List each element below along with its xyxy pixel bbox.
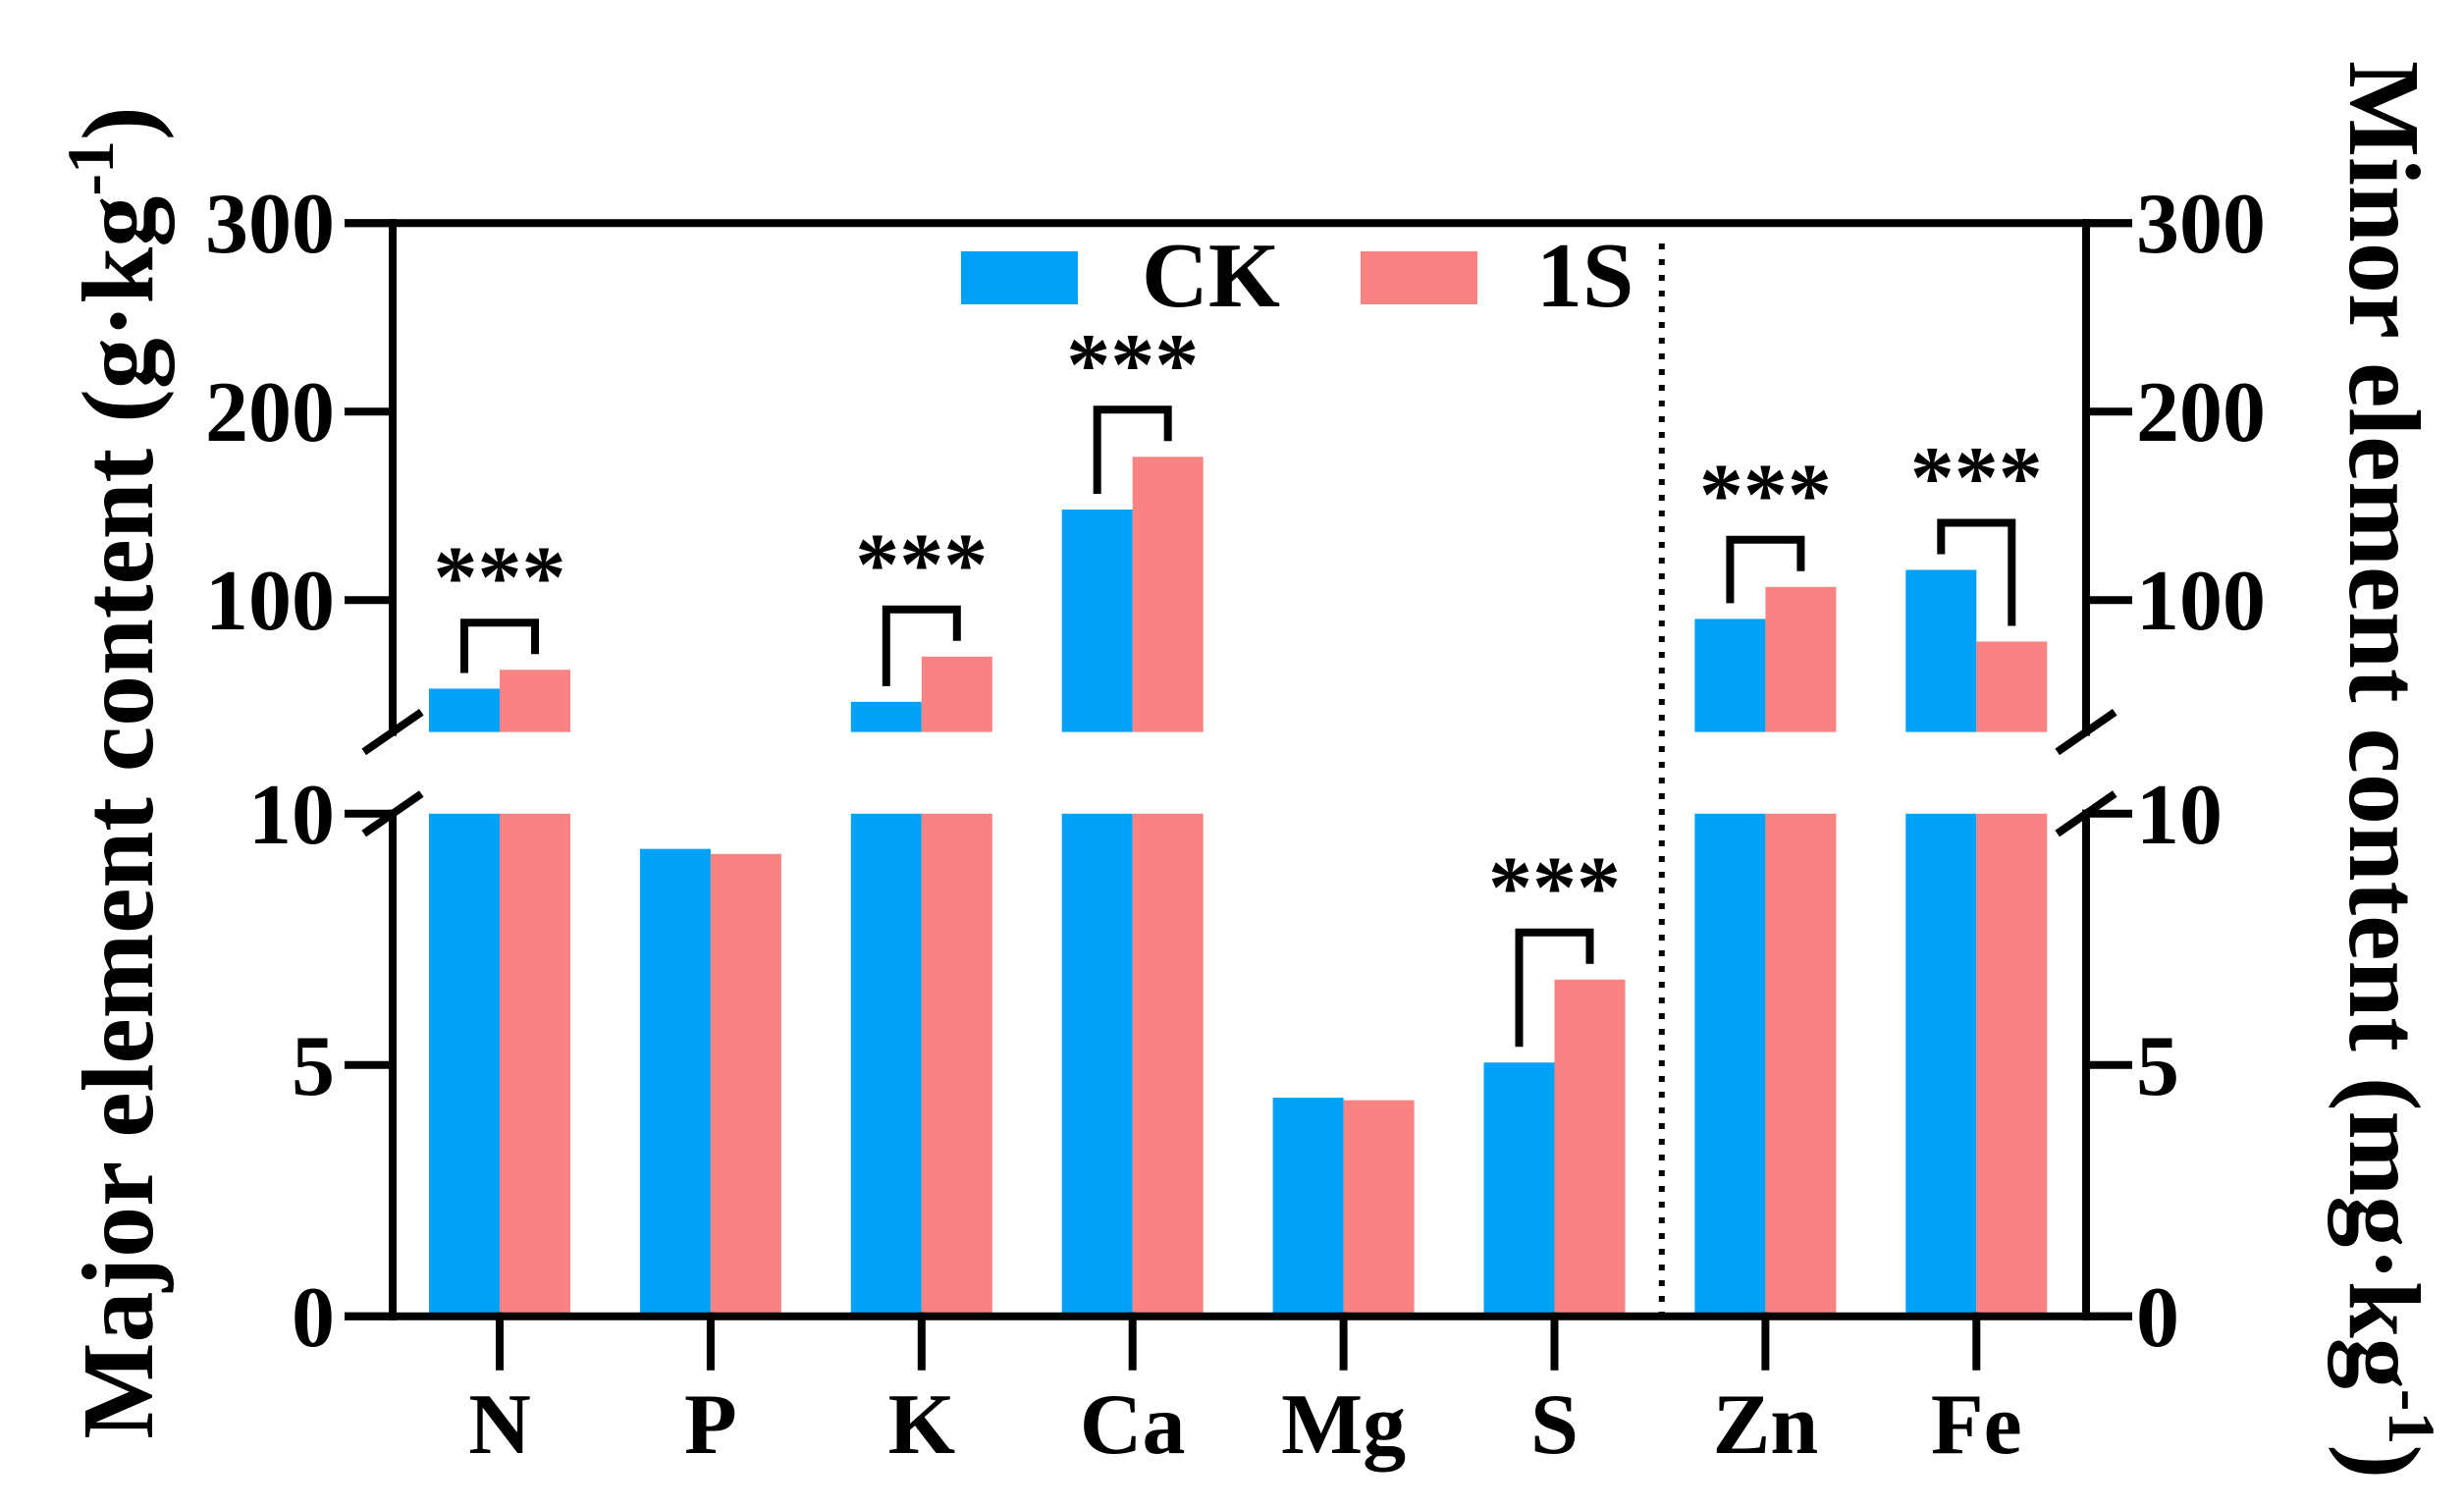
- bar-1s-Ca-upper: [1132, 457, 1204, 732]
- bar-1s-K-upper: [921, 656, 992, 732]
- bar-1s-Fe-upper: [1976, 641, 2048, 732]
- right-tick-label-100: 100: [2136, 554, 2266, 649]
- left-axis-title-close: ): [62, 106, 175, 140]
- bar-ck-K-lower: [850, 813, 922, 1317]
- significance-bracket-S: [1515, 928, 1594, 1048]
- right-axis-title-main: Minor element content (mg·kg: [2328, 61, 2440, 1389]
- bar-1s-Zn-upper: [1765, 586, 1837, 732]
- x-tick-label-S: S: [1530, 1377, 1579, 1473]
- significance-label-S: ***: [1488, 839, 1621, 937]
- bar-1s-N-upper: [500, 670, 570, 732]
- left-axis-title-main: Major element content (g·kg: [62, 196, 175, 1439]
- bar-ck-Mg: [1272, 1098, 1344, 1317]
- bar-1s-S: [1554, 979, 1626, 1317]
- significance-label-Fe: ***: [1910, 429, 2043, 526]
- bar-1s-Zn-lower: [1765, 813, 1837, 1317]
- bar-1s-Mg: [1343, 1100, 1415, 1317]
- bar-1s-P: [710, 853, 781, 1317]
- right-tick-label-5: 5: [2136, 1019, 2179, 1114]
- significance-bracket-Ca: [1093, 405, 1172, 495]
- legend-swatch-ck: [961, 251, 1078, 304]
- bar-ck-Zn-upper: [1694, 619, 1766, 732]
- legend-label-ck: CK: [1142, 225, 1280, 327]
- bar-ck-Ca-lower: [1061, 813, 1133, 1317]
- significance-label-Ca: ***: [1066, 316, 1199, 413]
- bar-ck-Fe-upper: [1905, 569, 1977, 732]
- right-tick-label-0: 0: [2136, 1270, 2179, 1366]
- bar-1s-Ca-lower: [1132, 813, 1204, 1317]
- left-tick-label-0: 0: [292, 1270, 335, 1366]
- right-tick-label-300: 300: [2136, 177, 2266, 272]
- bar-1s-Fe-lower: [1976, 813, 2048, 1317]
- axes-layer: 100 100 200 200 300 300 0 0 5 5 10 10 N P K Ca Mg S Zn Fe: [205, 177, 2266, 1473]
- x-tick-label-Zn: Zn: [1713, 1377, 1819, 1473]
- significance-bracket-N: [460, 619, 539, 673]
- bar-ck-P: [639, 848, 711, 1317]
- bar-1s-K-lower: [921, 813, 992, 1317]
- left-tick-label-10: 10: [248, 768, 335, 863]
- x-tick-label-N: N: [468, 1377, 531, 1473]
- bar-ck-N-lower: [429, 813, 500, 1317]
- legend-swatch-1s: [1361, 251, 1477, 304]
- bar-ck-N-upper: [429, 688, 500, 732]
- right-axis-title-superscript: -1: [2375, 1389, 2449, 1445]
- legend: CK 1S: [961, 225, 1634, 327]
- left-axis-break-mark-1: [361, 709, 424, 756]
- left-tick-label-200: 200: [205, 365, 335, 460]
- right-tick-label-200: 200: [2136, 365, 2266, 460]
- bar-ck-K-upper: [850, 701, 922, 732]
- bar-ck-Zn-lower: [1694, 813, 1766, 1317]
- significance-label-K: ***: [855, 516, 988, 614]
- x-tick-label-Ca: Ca: [1080, 1377, 1186, 1473]
- bar-ck-S: [1483, 1062, 1555, 1317]
- x-tick-label-Fe: Fe: [1931, 1377, 2022, 1473]
- bars-layer: [429, 457, 2048, 1317]
- bar-ck-Ca-upper: [1061, 510, 1133, 732]
- significance-bracket-Zn: [1726, 535, 1805, 604]
- right-tick-label-10: 10: [2136, 768, 2223, 863]
- significance-bracket-Fe: [1937, 518, 2016, 626]
- x-tick-label-P: P: [684, 1377, 737, 1473]
- right-axis-break-mark-1: [2055, 709, 2117, 756]
- significance-label-N: ***: [434, 529, 566, 626]
- x-tick-label-K: K: [888, 1377, 955, 1473]
- left-axis-title-superscript: -1: [53, 140, 128, 196]
- left-tick-label-100: 100: [205, 554, 335, 649]
- left-tick-label-300: 300: [205, 177, 335, 272]
- right-axis-title: Minor element content (mg·kg-1): [2328, 61, 2449, 1479]
- significance-label-Zn: ***: [1699, 447, 1832, 544]
- legend-label-1s: 1S: [1536, 225, 1634, 327]
- right-axis-title-close: ): [2328, 1444, 2440, 1479]
- left-axis-title: Major element content (g·kg-1): [53, 106, 175, 1438]
- bar-1s-N-lower: [500, 813, 570, 1317]
- significance-bracket-K: [882, 605, 961, 686]
- x-tick-label-Mg: Mg: [1281, 1377, 1406, 1473]
- significance-layer: *** *** *** *** *** ***: [434, 316, 2043, 1048]
- bar-ck-Fe-lower: [1905, 813, 1977, 1317]
- left-tick-label-5: 5: [292, 1019, 335, 1114]
